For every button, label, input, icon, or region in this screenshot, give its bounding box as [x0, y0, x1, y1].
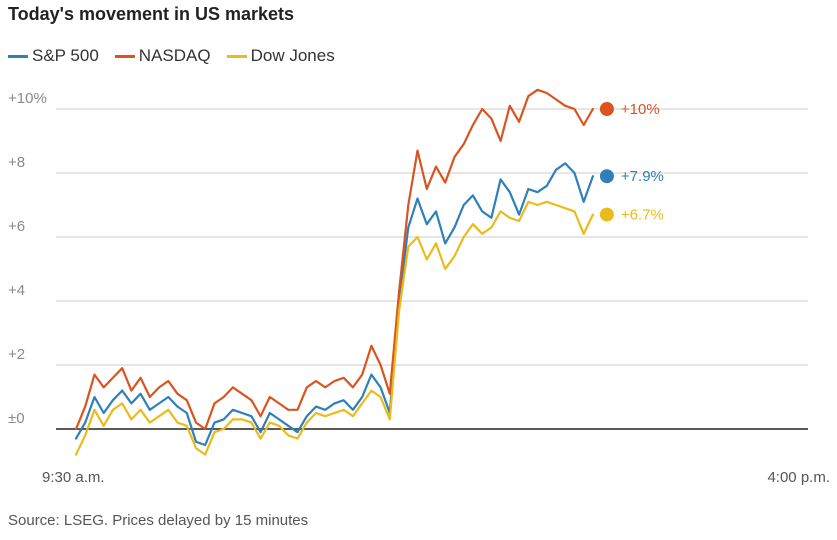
x-tick-label: 4:00 p.m. [767, 469, 830, 486]
chart-title: Today's movement in US markets [8, 4, 295, 24]
y-tick-label: +8 [8, 154, 25, 171]
source-note: Source: LSEG. Prices delayed by 15 minut… [8, 512, 309, 529]
legend-item-dow: Dow Jones [226, 46, 335, 66]
series-line-sp500 [74, 162, 595, 447]
legend-swatch-dow [226, 54, 247, 58]
y-tick-label: +2 [8, 346, 25, 363]
end-marker-nasdaq [599, 102, 614, 116]
end-marker-dow [599, 207, 614, 222]
legend-label-sp500: S&P 500 [32, 46, 99, 65]
legend-item-sp500: S&P 500 [8, 46, 99, 66]
y-tick-label: +10% [8, 90, 47, 107]
legend-label-dow: Dow Jones [250, 46, 335, 65]
legend-item-nasdaq: NASDAQ [114, 46, 211, 66]
series-line-dow [74, 200, 595, 456]
y-tick-label: +4 [8, 282, 25, 299]
legend: S&P 500 NASDAQ Dow Jones [8, 46, 335, 66]
legend-swatch-nasdaq [114, 54, 135, 58]
y-tick-label: ±0 [8, 410, 25, 427]
end-label-sp500: +7.9% [621, 168, 664, 185]
end-marker-sp500 [599, 169, 614, 184]
y-tick-label: +6 [8, 218, 25, 235]
end-label-nasdaq: +10% [621, 101, 660, 118]
x-tick-label: 9:30 a.m. [42, 469, 105, 486]
line-chart: ±0 +2 +4 +6 +8 +10% 9:30 a.m. 4:00 p.m. +7.9% +10… [8, 88, 830, 486]
legend-label-nasdaq: NASDAQ [138, 46, 211, 65]
end-label-dow: +6.7% [621, 207, 664, 224]
legend-swatch-sp500 [8, 54, 28, 58]
series-line-nasdaq [74, 88, 595, 431]
